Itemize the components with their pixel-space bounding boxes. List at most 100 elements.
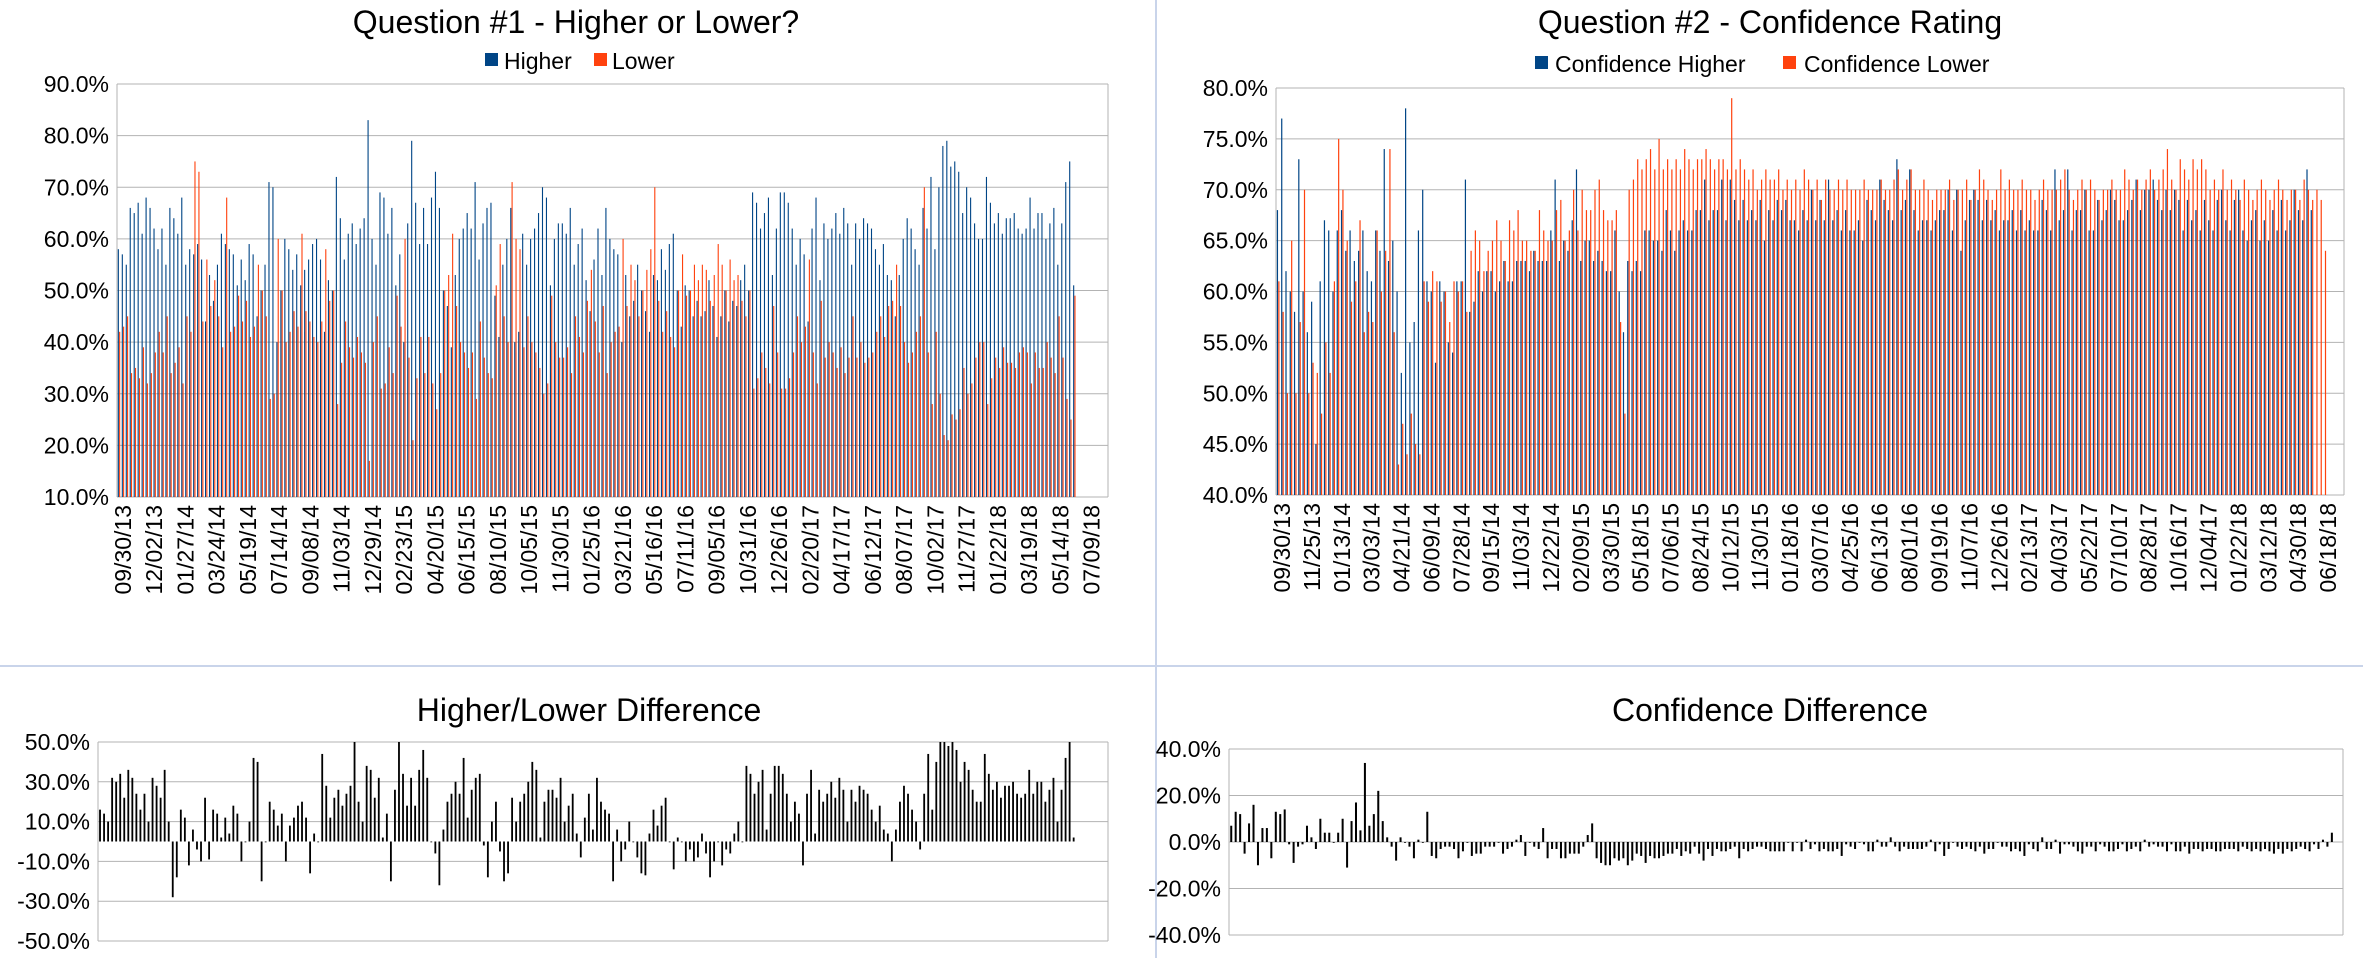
difference-bar: [527, 781, 530, 842]
x-tick-label: 01/27/14: [173, 505, 199, 595]
bar-series-1: [1874, 220, 1877, 495]
difference-bar: [2112, 842, 2115, 852]
bar-series-1: [2045, 210, 2048, 495]
bar-series-2: [1594, 189, 1596, 495]
difference-bar: [1421, 842, 1424, 843]
bar-series-2: [586, 300, 588, 497]
difference-bar: [418, 769, 421, 842]
bar-series-2: [1329, 372, 1331, 495]
y-tick-label: 50.0%: [1203, 380, 1268, 406]
bar-series-2: [1739, 159, 1741, 496]
difference-bar: [1840, 842, 1843, 856]
difference-bar: [2027, 842, 2030, 845]
bar-series-2: [1970, 199, 1972, 495]
bar-series-2: [796, 316, 799, 497]
difference-bar: [1493, 842, 1496, 847]
bar-series-1: [1939, 210, 1941, 495]
bar-series-2: [257, 264, 259, 497]
bar-series-2: [467, 367, 470, 497]
bar-series-2: [880, 316, 882, 497]
bar-series-1: [1802, 210, 1804, 495]
bar-series-1: [161, 228, 163, 498]
difference-bar: [1662, 842, 1665, 856]
bar-series-1: [1545, 260, 1548, 495]
bar-series-1: [756, 202, 758, 498]
difference-bar: [495, 801, 497, 842]
bar-series-1: [304, 269, 306, 497]
difference-bar: [486, 841, 489, 878]
bar-series-1: [1994, 210, 1996, 495]
difference-bar: [765, 829, 768, 842]
bar-series-2: [424, 373, 426, 497]
difference-bar: [442, 829, 445, 842]
bar-series-2: [705, 269, 707, 497]
difference-bar: [979, 801, 982, 842]
bar-series-2: [1854, 189, 1857, 495]
bar-series-2: [2320, 199, 2322, 495]
bar-series-2: [1667, 159, 1669, 496]
difference-bar: [600, 801, 602, 842]
bar-series-1: [1627, 260, 1629, 495]
difference-bar: [1470, 842, 1473, 856]
bar-series-2: [1054, 373, 1056, 497]
difference-bar: [1684, 842, 1687, 852]
difference-bar: [850, 789, 853, 842]
bar-series-2: [2196, 169, 2198, 495]
difference-bar: [288, 825, 291, 842]
bar-series-1: [680, 326, 682, 497]
difference-bar: [1404, 842, 1407, 843]
bar-series-1: [2297, 210, 2300, 495]
bar-series-1: [1370, 281, 1373, 495]
bar-series-1: [1473, 301, 1475, 495]
bar-series-2: [1799, 189, 1801, 495]
bar-series-2: [574, 316, 577, 497]
bar-series-1: [1661, 250, 1663, 495]
bar-series-1: [1614, 230, 1616, 495]
x-tick-label: 04/30/18: [2285, 503, 2311, 593]
bar-series-2: [622, 238, 624, 498]
difference-bar: [2197, 842, 2200, 849]
bar-series-2: [979, 342, 981, 498]
chart-title: Question #2 - Confidence Rating: [1538, 4, 2002, 40]
bar-series-2: [971, 383, 973, 497]
bar-series-1: [1960, 250, 1962, 495]
bar-series-1: [1810, 189, 1813, 495]
bar-series-1: [2003, 220, 2005, 495]
bar-series-1: [260, 290, 262, 497]
bar-series-2: [2295, 189, 2297, 495]
difference-bar: [224, 817, 227, 842]
difference-bar: [1028, 769, 1031, 842]
bar-series-2: [630, 264, 632, 497]
bar-series-2: [2132, 189, 2134, 495]
x-tick-label: 06/09/14: [1418, 503, 1444, 593]
bar-series-2: [1743, 169, 1746, 495]
bar-series-1: [510, 207, 512, 497]
bar-series-2: [329, 300, 331, 497]
bar-series-1: [985, 176, 988, 497]
bar-series-1: [688, 290, 690, 497]
bar-series-2: [1393, 332, 1395, 495]
bar-series-1: [835, 213, 837, 497]
difference-bar: [1925, 842, 1928, 847]
difference-bar: [454, 781, 457, 842]
bar-series-2: [725, 290, 727, 497]
bar-series-1: [415, 202, 417, 498]
bar-series-1: [454, 275, 456, 497]
bar-series-1: [1943, 210, 1945, 495]
bar-series-1: [1635, 260, 1637, 495]
bar-series-1: [177, 233, 179, 497]
difference-bar: [357, 801, 360, 842]
bar-series-2: [2201, 159, 2203, 496]
bar-series-1: [1323, 220, 1326, 495]
bar-series-2: [2175, 189, 2177, 495]
bar-series-1: [288, 249, 290, 497]
difference-bar: [2215, 842, 2218, 852]
difference-bar: [656, 825, 659, 842]
bar-series-1: [1815, 220, 1817, 495]
difference-bar: [907, 793, 909, 842]
bar-series-1: [874, 249, 877, 497]
chart-title: Higher/Lower Difference: [417, 692, 761, 728]
difference-bar: [559, 777, 562, 842]
difference-bar: [1048, 789, 1051, 842]
bar-series-1: [232, 254, 234, 497]
